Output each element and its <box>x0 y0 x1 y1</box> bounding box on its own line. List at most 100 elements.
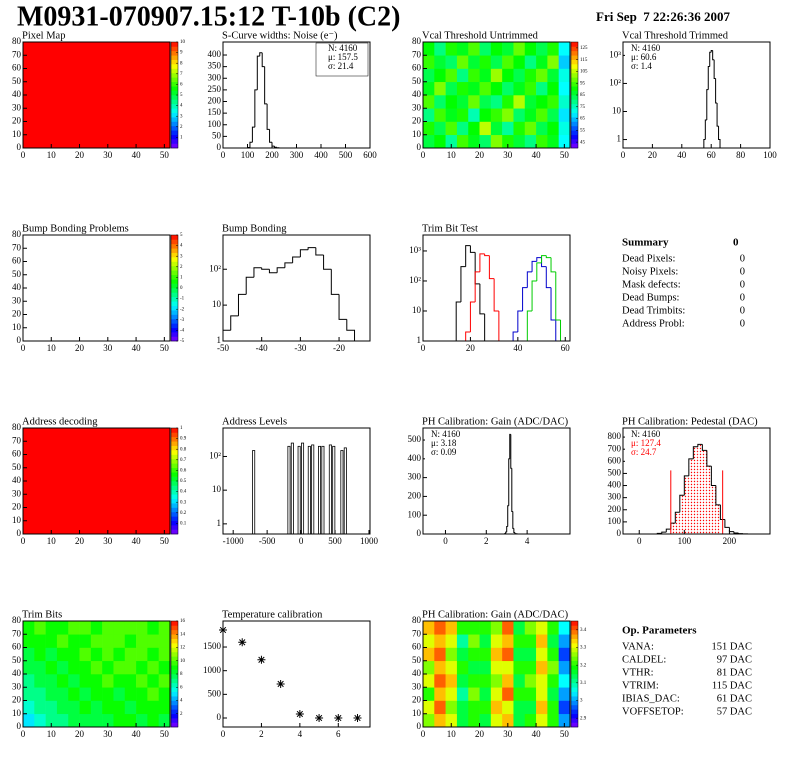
heat-cell <box>147 674 159 688</box>
heat-cell <box>136 621 148 635</box>
palette-step <box>571 134 578 140</box>
x-tick-label: 10 <box>47 343 57 353</box>
heat-cell <box>479 108 492 122</box>
heat-cell <box>490 713 503 728</box>
x-tick-label: 0 <box>421 729 426 739</box>
y-tick-label: 0 <box>417 528 422 538</box>
heat-cell <box>90 647 103 662</box>
hist-bin <box>511 468 513 512</box>
y-tick-label: 40 <box>412 89 422 99</box>
heat-cell <box>502 81 514 96</box>
palette-step <box>171 651 178 657</box>
z-tick-label: 55 <box>580 128 586 133</box>
hist-bin <box>276 267 285 273</box>
info-value: 0 <box>740 318 745 329</box>
heat-cell <box>423 121 435 136</box>
palette-step <box>171 704 178 710</box>
heat-cell <box>102 634 114 648</box>
hist-bin <box>222 329 231 341</box>
palette-step <box>571 665 578 670</box>
palette-step <box>171 476 178 482</box>
z-tick-label: 5 <box>180 233 183 238</box>
heat-cell <box>445 713 458 728</box>
z-tick-label: 0.3 <box>180 500 187 505</box>
heat-cell <box>423 134 435 149</box>
z-tick-label: 105 <box>580 70 588 75</box>
heat-cell <box>456 55 469 69</box>
heat-cell <box>479 647 492 662</box>
hist-bin <box>249 141 253 148</box>
heat-cell <box>102 713 114 728</box>
heat-cell <box>536 647 548 662</box>
heat-cell <box>34 700 46 715</box>
heat-cell <box>502 121 514 136</box>
y-tick-label: 500 <box>608 467 622 477</box>
hist-bin <box>715 485 721 506</box>
y-tick-label: 200 <box>408 490 422 500</box>
heat-cell <box>558 713 571 728</box>
palette-step <box>171 529 178 535</box>
heat-cell <box>558 134 571 149</box>
palette-step <box>171 296 178 302</box>
y-tick-label: 0 <box>17 335 22 345</box>
heat-cell <box>524 121 537 136</box>
panel-title: Trim Bits <box>22 609 62 620</box>
heat-cell <box>79 634 92 648</box>
heat-cell <box>536 713 548 728</box>
heat-cell <box>434 674 446 688</box>
heat-cell <box>479 621 492 635</box>
x-tick-label: 2 <box>484 536 489 546</box>
heat-cell <box>445 121 458 136</box>
heat-cell <box>147 713 159 728</box>
y-tick-label: 200 <box>208 96 222 106</box>
hist-bin <box>330 269 340 295</box>
heat-cell <box>56 687 69 701</box>
x-tick-label: 300 <box>290 150 304 160</box>
info-label: IBIAS_DAC: <box>622 693 680 704</box>
palette-step <box>171 239 178 245</box>
x-tick-label: -20 <box>333 343 345 353</box>
x-tick-label: 10 <box>47 150 57 160</box>
info-label: VTHR: <box>622 667 654 678</box>
panel-title: PH Calibration: Gain (ADC/DAC) <box>422 416 569 427</box>
hist-bin <box>498 310 504 342</box>
heat-cell <box>490 121 503 136</box>
page-title: M0931-070907.15:12 T-10b (C2) <box>17 1 400 32</box>
heat-cell <box>502 134 514 149</box>
heat-cell <box>147 634 159 648</box>
heat-cell <box>456 134 469 149</box>
info-label: Dead Pixels: <box>622 253 675 264</box>
palette-step <box>571 59 578 65</box>
y-tick-label: 400 <box>208 49 222 59</box>
y-tick-label: 10 <box>612 106 622 116</box>
x-tick-label: 20 <box>475 150 485 160</box>
palette-step <box>171 713 178 719</box>
z-tick-label: -5 <box>180 339 185 344</box>
hist-fill <box>697 444 703 534</box>
heat-cell <box>513 42 526 56</box>
palette-step <box>571 687 578 692</box>
y-tick-label: 40 <box>412 668 422 678</box>
info-title: Summary <box>622 237 669 249</box>
z-tick-label: 0.5 <box>180 479 187 484</box>
z-tick-label: 14 <box>180 632 186 637</box>
palette-step <box>571 713 578 719</box>
heat-cell <box>147 687 159 701</box>
x-tick-label: 40 <box>132 150 142 160</box>
stats-box <box>315 42 369 77</box>
hist-bin <box>469 301 476 332</box>
heat-cell <box>68 713 80 728</box>
x-tick-label: 40 <box>132 343 142 353</box>
x-tick-label: 30 <box>103 536 113 546</box>
y-tick-label: 300 <box>208 72 222 82</box>
heat-cell <box>513 108 526 122</box>
heat-cell <box>56 647 69 662</box>
y-tick-label: 50 <box>412 76 422 86</box>
star-marker <box>257 655 266 664</box>
heat-cell <box>558 621 571 635</box>
palette-step <box>171 520 178 526</box>
palette-step <box>571 112 578 118</box>
hist-bin <box>253 267 262 278</box>
heat-cell <box>102 674 114 688</box>
heat-cell <box>445 660 458 675</box>
